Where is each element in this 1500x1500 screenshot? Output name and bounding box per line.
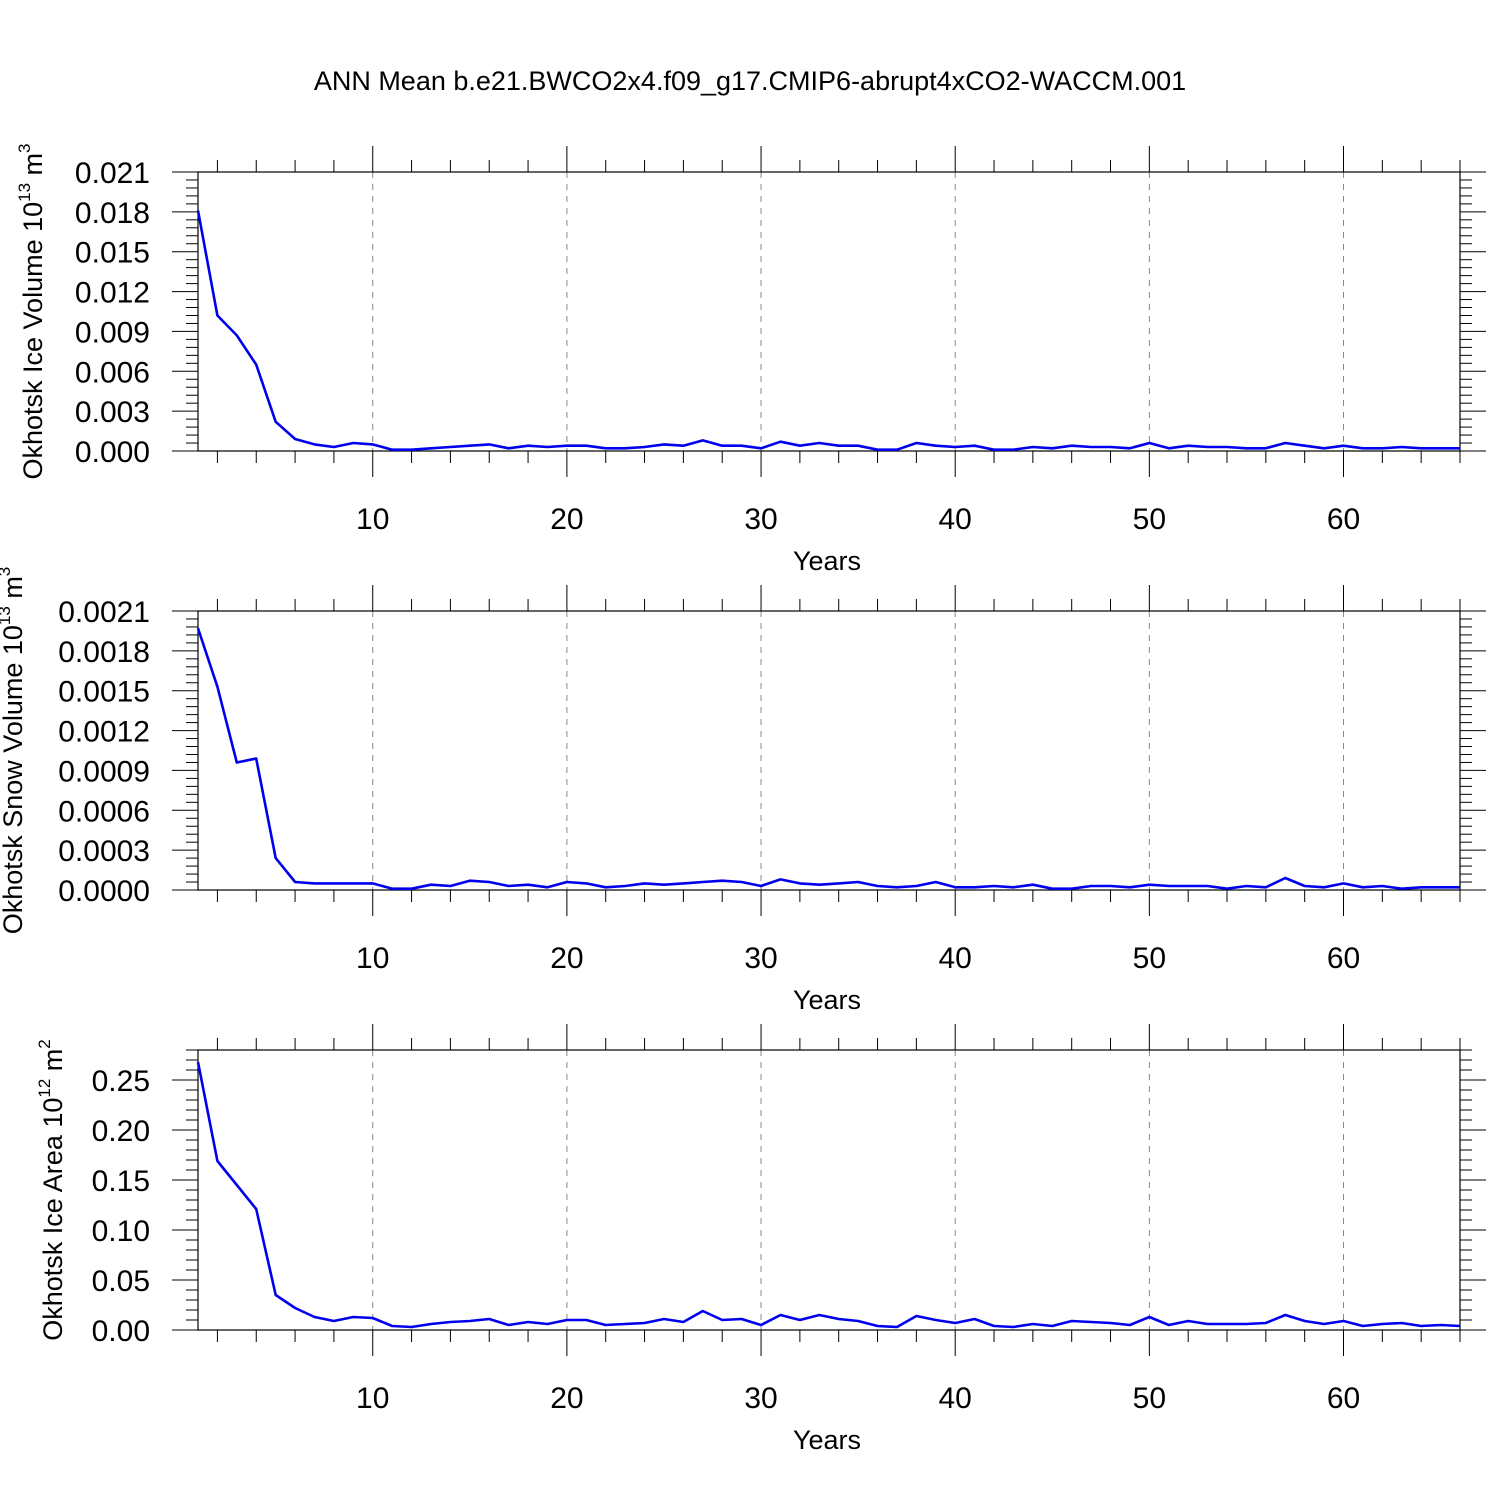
y-tick-label: 0.0021 — [58, 596, 150, 629]
y-tick-label: 0.0015 — [58, 676, 150, 709]
x-axis-title: Years — [793, 985, 861, 1015]
x-tick-label: 50 — [1133, 1382, 1166, 1415]
y-tick-label: 0.006 — [75, 356, 150, 389]
panel-snow-volume: 10 20 30 40 50 60 0.0000 0.0003 0.0006 0.0009 0.00… — [0, 567, 1486, 1015]
x-tick-label: 30 — [744, 942, 777, 975]
y-tick-label: 0.012 — [75, 277, 150, 310]
y-tick-label: 0.25 — [92, 1065, 150, 1098]
y-tick-label: 0.10 — [92, 1215, 150, 1248]
plot-frame — [197, 610, 1461, 891]
y-tick-label: 0.009 — [75, 316, 150, 349]
series-line — [196, 210, 1460, 452]
y-tick-label: 0.0006 — [58, 795, 150, 828]
plot-frame — [197, 1049, 1461, 1331]
x-tick-label: 40 — [939, 1382, 972, 1415]
y-tick-label: 0.0018 — [58, 636, 150, 669]
x-tick-label: 30 — [744, 503, 777, 536]
x-tick-label: 20 — [550, 503, 583, 536]
y-tick-label: 0.15 — [92, 1165, 150, 1198]
y-tick-label: 0.0003 — [58, 835, 150, 868]
panel-ice-area: 10 20 30 40 50 60 0.00 0.05 0.10 0.15 0.20 0.25 Year… — [35, 1024, 1486, 1455]
x-axis-title: Years — [793, 546, 861, 576]
x-tick-label: 20 — [550, 1382, 583, 1415]
y-tick-label: 0.20 — [92, 1115, 150, 1148]
plot-frame — [197, 171, 1461, 452]
x-tick-label: 40 — [939, 942, 972, 975]
y-axis-title: Okhotsk Snow Volume 1013 m3 — [0, 567, 28, 935]
y-tick-label: 0.0000 — [58, 875, 150, 908]
y-tick-label: 0.015 — [75, 237, 150, 270]
y-tick-label: 0.021 — [75, 157, 150, 190]
y-tick-label: 0.05 — [92, 1265, 150, 1298]
y-axis-title: Okhotsk Ice Area 1012 m2 — [35, 1039, 68, 1341]
x-tick-label: 10 — [356, 1382, 389, 1415]
x-tick-label: 60 — [1327, 942, 1360, 975]
x-tick-label: 60 — [1327, 503, 1360, 536]
y-tick-label: 0.0009 — [58, 755, 150, 788]
y-tick-label: 0.003 — [75, 396, 150, 429]
x-tick-label: 50 — [1133, 942, 1166, 975]
x-tick-label: 50 — [1133, 503, 1166, 536]
x-tick-label: 30 — [744, 1382, 777, 1415]
x-tick-label: 60 — [1327, 1382, 1360, 1415]
x-tick-label: 40 — [939, 503, 972, 536]
x-axis-title: Years — [793, 1425, 861, 1455]
x-tick-label: 10 — [356, 942, 389, 975]
y-tick-label: 0.000 — [75, 436, 150, 469]
x-tick-label: 20 — [550, 942, 583, 975]
panel-ice-volume: 10 20 30 40 50 60 0.000 0.003 0.006 0.009 0.012 0.0… — [15, 143, 1486, 576]
x-tick-label: 10 — [356, 503, 389, 536]
series-line — [196, 1061, 1461, 1329]
y-tick-label: 0.018 — [75, 197, 150, 230]
y-axis-title: Okhotsk Ice Volume 1013 m3 — [15, 143, 48, 479]
figure-title: ANN Mean b.e21.BWCO2x4.f09_g17.CMIP6-abr… — [313, 66, 1187, 96]
y-tick-label: 0.0012 — [58, 716, 150, 749]
y-tick-label: 0.00 — [92, 1315, 150, 1348]
series-line — [196, 627, 1460, 891]
